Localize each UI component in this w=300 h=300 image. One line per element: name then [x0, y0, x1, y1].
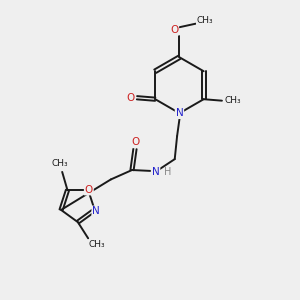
Text: O: O	[131, 137, 140, 147]
Text: O: O	[85, 184, 93, 195]
Text: O: O	[170, 25, 178, 34]
Text: H: H	[164, 167, 172, 177]
Text: N: N	[152, 167, 160, 177]
Text: N: N	[176, 108, 183, 118]
Text: O: O	[126, 93, 135, 103]
Text: CH₃: CH₃	[225, 96, 242, 105]
Text: CH₃: CH₃	[52, 159, 68, 168]
Text: CH₃: CH₃	[197, 16, 213, 25]
Text: N: N	[92, 206, 100, 216]
Text: CH₃: CH₃	[88, 240, 105, 249]
